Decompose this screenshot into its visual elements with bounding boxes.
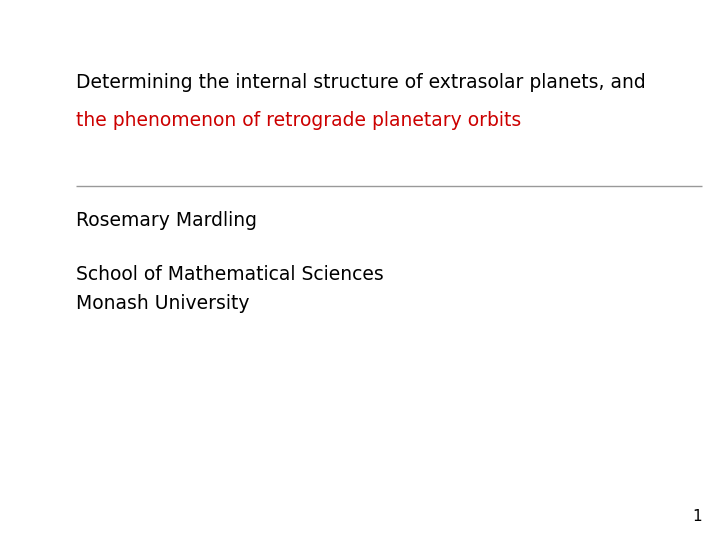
Text: the phenomenon of retrograde planetary orbits: the phenomenon of retrograde planetary o… [76,111,521,130]
Text: Rosemary Mardling: Rosemary Mardling [76,211,256,229]
Text: School of Mathematical Sciences: School of Mathematical Sciences [76,265,383,284]
Text: 1: 1 [693,509,702,524]
Text: Determining the internal structure of extrasolar planets, and: Determining the internal structure of ex… [76,73,645,92]
Text: Monash University: Monash University [76,294,249,313]
